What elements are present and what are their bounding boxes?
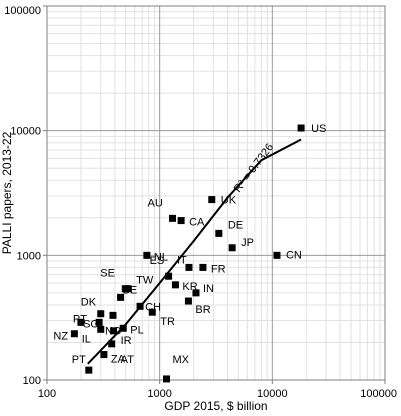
data-point — [199, 263, 207, 271]
data-label: TR — [160, 316, 175, 328]
data-label: PT — [72, 354, 86, 366]
data-point — [70, 330, 78, 338]
data-label: MX — [173, 354, 190, 366]
data-point — [208, 196, 216, 204]
data-point — [77, 318, 85, 326]
data-label: ZA — [111, 354, 126, 366]
data-point — [121, 285, 129, 293]
data-point — [148, 308, 156, 316]
data-label: DK — [81, 297, 97, 309]
data-label: SE — [100, 268, 115, 280]
data-point — [184, 297, 192, 305]
y-tick-label: 1000 — [17, 250, 41, 262]
data-point — [97, 310, 105, 318]
data-point — [297, 124, 305, 132]
data-label: JP — [241, 237, 254, 249]
data-point — [192, 289, 200, 297]
data-point — [119, 324, 127, 332]
data-point — [171, 281, 179, 289]
data-label: PT — [73, 313, 87, 325]
data-point — [109, 311, 117, 319]
data-point — [185, 263, 193, 271]
y-tick-label: 100000 — [4, 5, 41, 17]
trendline — [87, 138, 302, 365]
data-label: FR — [211, 263, 226, 275]
y-axis-ticks: 100 1000 10000 100000 — [4, 5, 47, 387]
data-label: US — [311, 123, 326, 135]
data-label: PL — [130, 324, 143, 336]
x-axis-ticks: 100 1000 10000 100000 — [38, 380, 397, 400]
data-label: IT — [177, 254, 187, 266]
data-label: BR — [195, 304, 210, 316]
x-tick-label: 100000 — [360, 388, 397, 400]
data-point — [136, 302, 144, 310]
data-label: UK — [221, 195, 237, 207]
y-tick-label: 100 — [23, 375, 41, 387]
data-point — [215, 229, 223, 237]
data-point — [110, 327, 118, 335]
plot-frame — [46, 5, 386, 381]
data-label: DE — [228, 219, 243, 231]
data-label: ES — [150, 255, 165, 267]
data-label: TW — [136, 275, 154, 287]
data-point — [100, 351, 108, 359]
data-point — [273, 251, 281, 259]
data-label: CN — [286, 249, 302, 261]
data-label: NZ — [53, 331, 68, 343]
data-label: CA — [189, 217, 205, 229]
minor-grid — [47, 6, 385, 380]
data-point — [169, 214, 177, 222]
x-tick-label: 100 — [38, 388, 56, 400]
data-point — [97, 325, 105, 333]
data-point — [95, 318, 103, 326]
data-point — [143, 251, 151, 259]
x-axis-label: GDP 2015, $ billion — [164, 399, 267, 413]
data-label: AT — [121, 354, 135, 366]
y-tick-label: 10000 — [10, 126, 41, 138]
data-label: IR — [121, 335, 132, 347]
y-axis-label: PALLI papers, 2013-22 — [0, 131, 14, 254]
data-point — [163, 375, 171, 383]
x-tick-label: 10000 — [257, 388, 288, 400]
data-label: IN — [203, 283, 214, 295]
data-label: SG — [83, 318, 99, 330]
data-point — [228, 244, 236, 252]
data-point — [117, 293, 125, 301]
data-point — [177, 217, 185, 225]
data-point — [165, 272, 173, 280]
data-label: AU — [148, 197, 163, 209]
data-point — [85, 366, 93, 374]
data-label: NL — [154, 251, 168, 263]
x-tick-label: 1000 — [147, 388, 171, 400]
data-label: IL — [82, 333, 91, 345]
data-point — [108, 340, 116, 348]
